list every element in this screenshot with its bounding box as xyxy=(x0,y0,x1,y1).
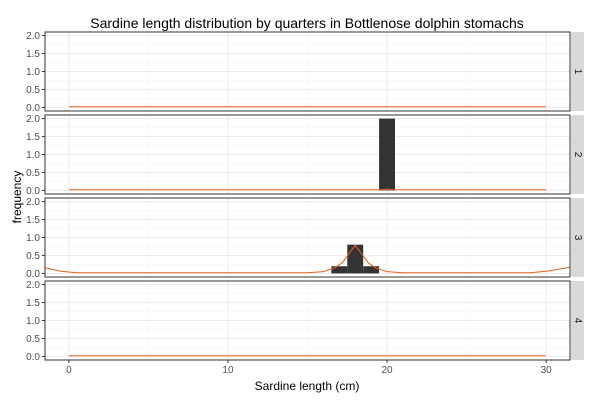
y-axis-title: frequency xyxy=(10,171,24,224)
y-tick-label: 0.5 xyxy=(26,85,40,96)
y-tick-label: 0.0 xyxy=(26,352,40,363)
density-line xyxy=(68,188,547,191)
facet-strip xyxy=(571,32,584,111)
y-tick-label: 1.0 xyxy=(26,316,40,327)
facet-panel-1: 1 0.0 0.5 1.0 1.5 2.0 xyxy=(26,31,584,114)
y-tick-label: 1.0 xyxy=(26,67,40,78)
y-tick-label: 2.0 xyxy=(26,280,40,291)
x-tick-label: 0 xyxy=(66,365,72,376)
y-tick-label: 1.5 xyxy=(26,132,40,143)
y-tick-label: 2.0 xyxy=(26,31,40,42)
y-tick-label: 2.0 xyxy=(26,114,40,125)
x-tick-label: 30 xyxy=(541,365,553,376)
y-tick-label: 1.5 xyxy=(26,298,40,309)
histogram-bar xyxy=(347,244,364,274)
facet-panel-3: 3 0.0 0.5 1.0 1.5 2.0 xyxy=(26,197,584,280)
histogram-bar xyxy=(379,118,395,191)
histogram-bar xyxy=(363,266,380,274)
facet-strip xyxy=(571,115,584,194)
facet-strip xyxy=(571,198,584,277)
y-tick-label: 1.5 xyxy=(26,49,40,60)
histogram-bar xyxy=(331,266,348,274)
facet-panels: 10.00.51.01.52.020.00.51.01.52.030.00.51… xyxy=(26,31,584,376)
y-tick-label: 0.5 xyxy=(26,251,40,262)
facet-panel-2: 2 0.0 0.5 1.0 1.5 2.0 xyxy=(26,114,584,197)
y-tick-label: 1.0 xyxy=(26,233,40,244)
y-tick-label: 2.0 xyxy=(26,197,40,208)
facet-strip-label: 1 xyxy=(572,69,583,75)
facet-strip xyxy=(571,281,584,360)
density-line xyxy=(44,244,571,274)
facet-panel-4: 4 0.0 0.5 1.0 1.5 2.0 xyxy=(26,280,584,363)
y-tick-label: 0.5 xyxy=(26,334,40,345)
y-tick-label: 0.0 xyxy=(26,186,40,197)
x-axis-title: Sardine length (cm) xyxy=(255,379,360,393)
y-tick-label: 0.5 xyxy=(26,168,40,179)
facet-strip-label: 3 xyxy=(572,235,583,241)
y-tick-label: 1.5 xyxy=(26,215,40,226)
facet-strip-label: 2 xyxy=(572,152,583,158)
chart-title: Sardine length distribution by quarters … xyxy=(90,15,523,31)
x-tick-label: 20 xyxy=(381,365,393,376)
facet-strip-label: 4 xyxy=(572,318,583,324)
y-tick-label: 0.0 xyxy=(26,269,40,280)
x-tick-label: 10 xyxy=(222,365,234,376)
y-tick-label: 1.0 xyxy=(26,150,40,161)
y-tick-label: 0.0 xyxy=(26,103,40,114)
